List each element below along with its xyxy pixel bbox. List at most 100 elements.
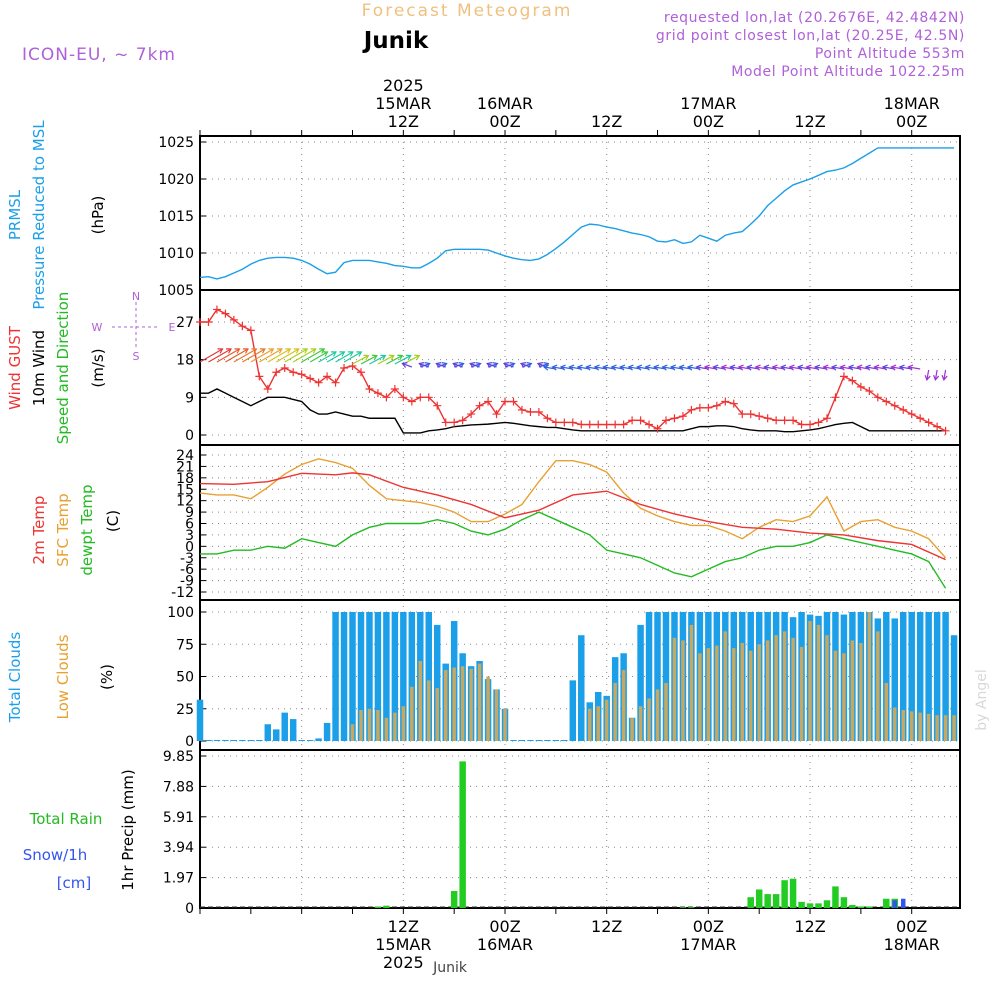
wind-arrowhead: [551, 364, 558, 371]
wind-arrow: [284, 348, 308, 363]
gust-marker: [204, 318, 213, 326]
wind-arrowhead: [347, 351, 354, 357]
gust-marker: [907, 410, 916, 419]
gust-marker: [382, 393, 391, 402]
precip-label-3: [cm]: [57, 874, 92, 892]
wind-arrowhead: [371, 354, 378, 361]
low-cloud-bar: [918, 712, 922, 741]
low-cloud-bar: [443, 670, 448, 741]
time-label-top: 2025: [383, 76, 424, 95]
wind-arrowhead: [502, 362, 510, 368]
rain-bar: [781, 880, 788, 908]
wind-arrowhead: [585, 364, 592, 371]
gust-marker: [280, 364, 289, 373]
gust-marker: [407, 397, 416, 406]
plot-layer: 1025102010151010100527189024211815129630…: [158, 76, 961, 972]
gust-marker: [611, 420, 620, 429]
footer-location: Junik: [432, 960, 468, 976]
y-tick-label: 1.97: [163, 871, 194, 887]
wind-arrowhead: [268, 348, 275, 354]
temp2m-line: [199, 472, 946, 561]
wind-arrowhead: [737, 364, 744, 371]
gust-marker: [661, 416, 670, 425]
gust-marker: [882, 397, 891, 406]
wind-arrowhead: [797, 364, 804, 371]
gust-marker: [238, 322, 247, 331]
temp-label-2: SFC Temp: [54, 493, 72, 566]
wind-arrowhead: [285, 348, 292, 354]
total-cloud-bar: [357, 612, 365, 741]
gust-marker: [475, 401, 484, 410]
low-cloud-bar: [613, 682, 617, 741]
wind-arrowhead: [686, 364, 693, 371]
wind-arrowhead: [746, 364, 753, 371]
gust-marker: [755, 412, 764, 421]
time-label-bottom: 00Z: [489, 917, 520, 936]
gust-marker: [619, 420, 628, 429]
rain-bar: [806, 903, 814, 908]
gust-marker: [628, 416, 637, 425]
gust-marker: [306, 374, 315, 383]
gust-marker: [212, 305, 221, 314]
wind-arrowhead: [780, 364, 787, 371]
wind-arrowhead: [898, 364, 905, 371]
rain-bar: [747, 897, 754, 908]
gust-marker: [526, 407, 535, 416]
total-cloud-bar: [256, 740, 263, 741]
total-cloud-bar: [222, 740, 229, 741]
low-cloud-bar: [909, 711, 914, 741]
low-cloud-bar: [859, 642, 863, 741]
wind-arrow: [386, 355, 403, 365]
low-cloud-bar: [765, 640, 770, 741]
y-tick-label: 3: [185, 528, 194, 544]
low-cloud-bar: [740, 642, 744, 741]
wind-arrowhead: [519, 362, 527, 368]
rain-bar: [815, 903, 822, 908]
point-altitude: Point Altitude 553m: [815, 46, 965, 62]
low-cloud-bar: [647, 698, 651, 741]
wind-arrowhead: [754, 364, 761, 371]
gust-marker: [458, 416, 467, 425]
low-cloud-bar: [774, 635, 778, 741]
total-cloud-bar: [561, 740, 568, 741]
gust-marker: [729, 399, 738, 408]
rain-bar: [374, 906, 382, 908]
wind-speed-line: [200, 388, 946, 434]
y-tick-label: 15: [176, 482, 194, 498]
gust-marker: [484, 397, 493, 406]
low-cloud-bar: [935, 715, 939, 741]
wind-arrowhead: [452, 362, 459, 368]
gust-marker: [263, 384, 272, 393]
gust-marker: [543, 414, 552, 423]
y-tick-label: 50: [176, 670, 194, 686]
low-cloud-bar: [850, 640, 855, 741]
gust-marker: [356, 368, 365, 377]
wind-arrowhead: [293, 348, 300, 354]
wind-label-2: 10m Wind: [30, 330, 48, 406]
total-cloud-bar: [213, 740, 221, 741]
precip-unit: 1hr Precip (mm): [119, 769, 137, 890]
y-tick-label: 12: [176, 494, 194, 510]
wind-arrowhead: [653, 364, 660, 371]
wind-arrowhead: [890, 364, 897, 371]
gust-marker: [704, 403, 713, 412]
gust-marker: [441, 418, 450, 427]
gust-marker: [255, 372, 264, 381]
total-cloud-bar: [637, 624, 644, 741]
low-cloud-bar: [452, 667, 456, 741]
wind-arrowhead: [822, 364, 829, 371]
cloud-label-1: Total Clouds: [6, 632, 24, 724]
total-cloud-bar: [916, 612, 924, 741]
wind-arrowhead: [720, 364, 727, 371]
rain-bar: [450, 891, 458, 908]
total-cloud-bar: [205, 740, 212, 741]
wind-arrow: [469, 363, 480, 368]
low-cloud-bar: [867, 612, 872, 741]
gust-marker: [797, 420, 806, 429]
wind-arrowhead: [251, 348, 258, 354]
time-label-top: 15MAR: [375, 94, 431, 113]
low-cloud-bar: [723, 631, 728, 741]
gust-marker: [246, 326, 255, 335]
y-tick-label: 9: [185, 390, 194, 406]
